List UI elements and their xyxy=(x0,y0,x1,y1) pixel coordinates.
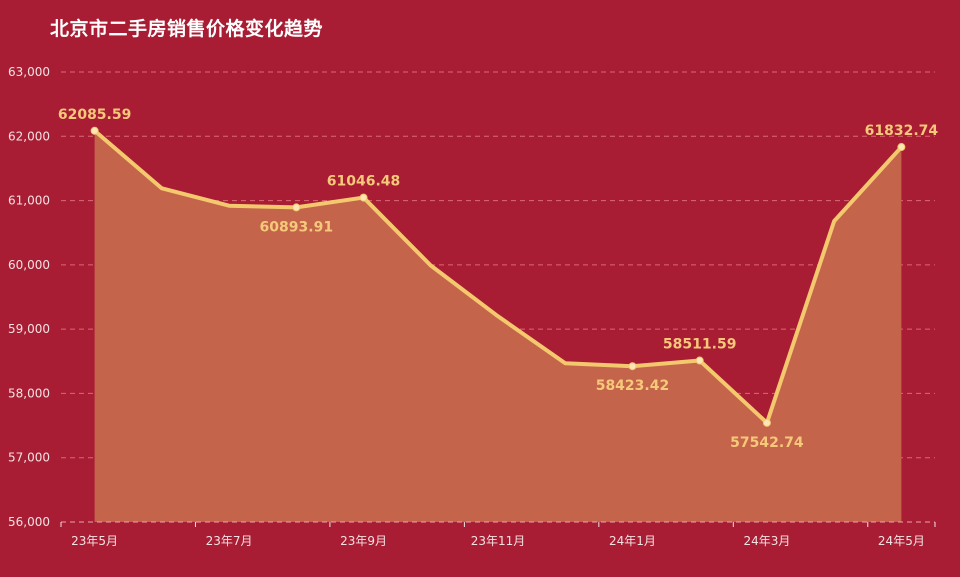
y-tick-label: 58,000 xyxy=(8,386,50,400)
data-point-marker[interactable] xyxy=(359,193,368,202)
x-tick-label: 24年3月 xyxy=(743,534,790,548)
area-shape xyxy=(94,130,902,522)
y-tick-label: 57,000 xyxy=(8,451,50,465)
y-tick-label: 56,000 xyxy=(8,515,50,529)
data-label: 58511.59 xyxy=(663,337,737,353)
data-label: 61832.74 xyxy=(865,123,939,139)
y-tick-label: 63,000 xyxy=(8,65,50,79)
data-label: 60893.91 xyxy=(260,219,334,235)
data-labels: 62085.59 60893.91 61046.48 58423.42 58511.59… xyxy=(58,107,939,451)
data-label: 62085.59 xyxy=(58,107,132,123)
x-tick-label: 24年5月 xyxy=(878,534,925,548)
data-point-marker[interactable] xyxy=(90,126,99,135)
x-tick-label: 23年11月 xyxy=(471,534,526,548)
data-label: 61046.48 xyxy=(327,174,401,190)
x-tick-label: 24年1月 xyxy=(609,534,656,548)
data-point-marker[interactable] xyxy=(762,418,771,427)
area-fill xyxy=(94,130,902,522)
data-point-marker[interactable] xyxy=(628,362,637,371)
y-axis: 56,000 57,000 58,000 59,000 60,000 61,000 62,0… xyxy=(8,65,50,529)
x-tick-label: 23年5月 xyxy=(71,534,118,548)
data-point-marker[interactable] xyxy=(292,203,301,212)
y-tick-label: 62,000 xyxy=(8,129,50,143)
chart-title: 北京市二手房销售价格变化趋势 xyxy=(50,18,324,40)
y-tick-label: 61,000 xyxy=(8,194,50,208)
y-tick-label: 59,000 xyxy=(8,322,50,336)
data-label: 57542.74 xyxy=(730,435,804,451)
data-point-marker[interactable] xyxy=(897,143,906,152)
data-label: 58423.42 xyxy=(596,378,670,394)
data-point-marker[interactable] xyxy=(695,356,704,365)
x-tick-label: 23年7月 xyxy=(206,534,253,548)
x-axis: 23年5月 23年7月 23年9月 23年11月 24年1月 24年3月 24年5月 xyxy=(60,521,936,548)
y-tick-label: 60,000 xyxy=(8,258,50,272)
x-tick-label: 23年9月 xyxy=(340,534,387,548)
